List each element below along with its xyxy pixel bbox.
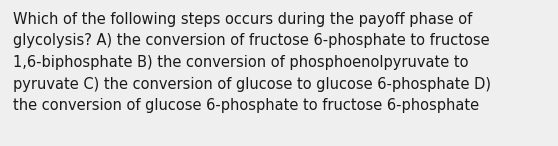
Text: 1,6-biphosphate B) the conversion of phosphoenolpyruvate to: 1,6-biphosphate B) the conversion of pho… — [13, 55, 469, 70]
Text: pyruvate C) the conversion of glucose to glucose 6-phosphate D): pyruvate C) the conversion of glucose to… — [13, 77, 491, 92]
Text: the conversion of glucose 6-phosphate to fructose 6-phosphate: the conversion of glucose 6-phosphate to… — [13, 98, 479, 113]
Text: Which of the following steps occurs during the payoff phase of: Which of the following steps occurs duri… — [13, 12, 472, 27]
Text: glycolysis? A) the conversion of fructose 6-phosphate to fructose: glycolysis? A) the conversion of fructos… — [13, 33, 489, 48]
